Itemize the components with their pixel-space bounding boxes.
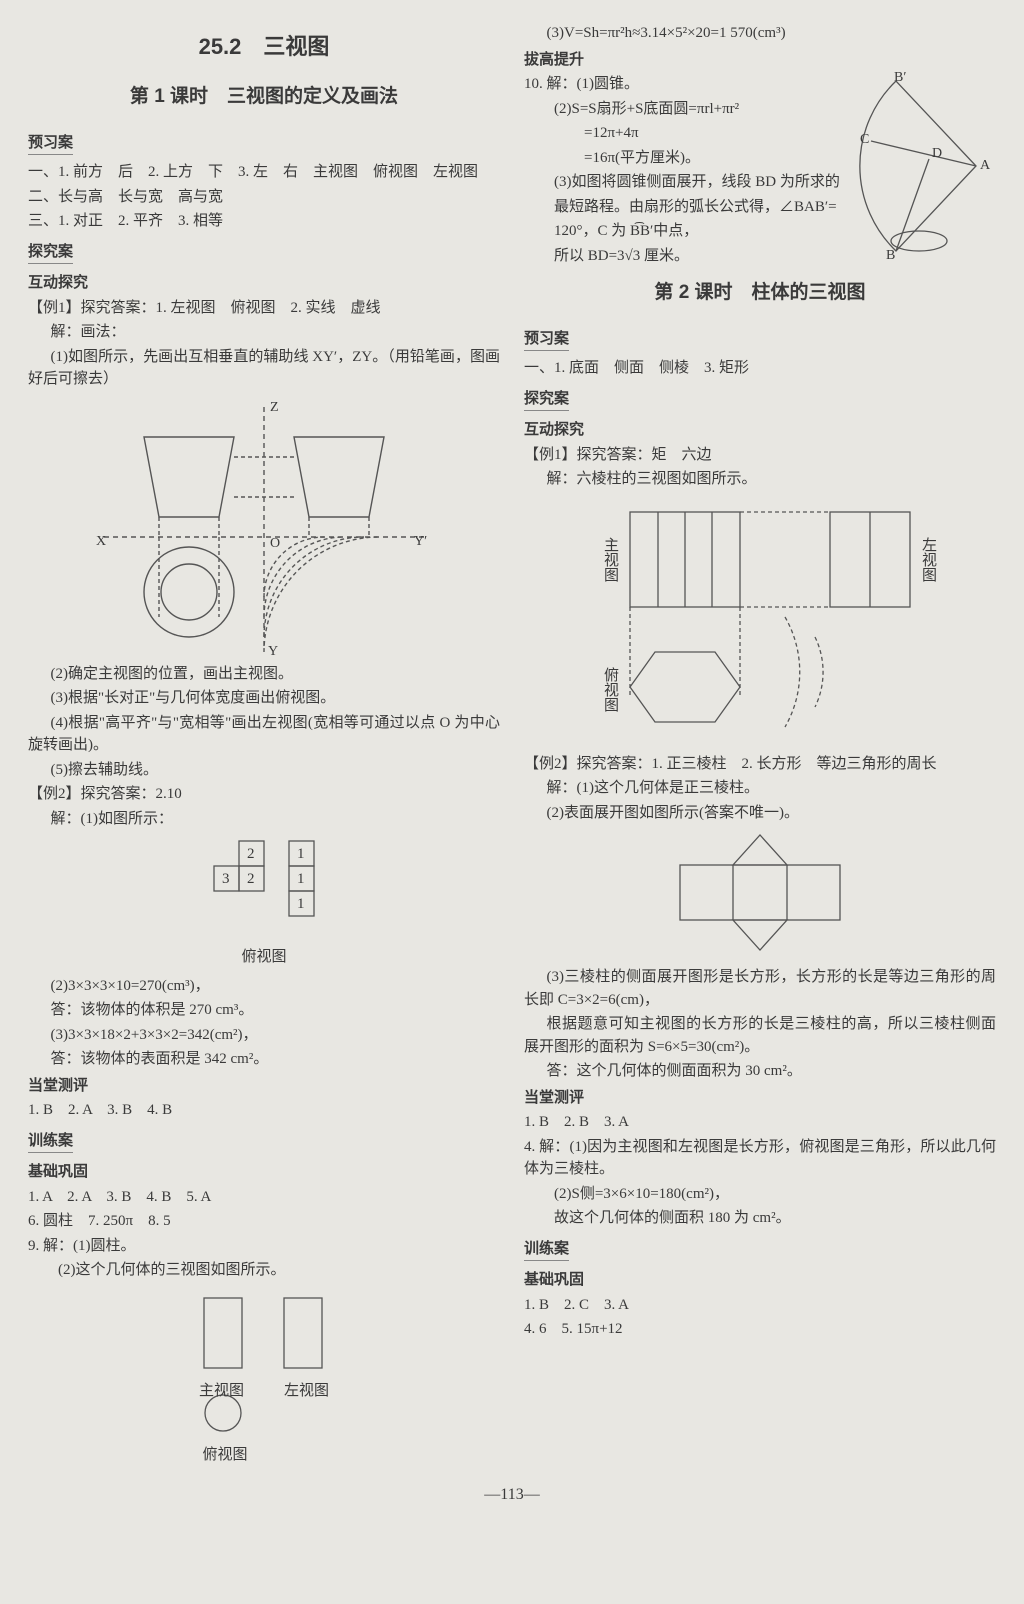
- text: 1. B 2. A 3. B 4. B: [28, 1099, 500, 1122]
- axis-x-label: X: [96, 534, 106, 549]
- explore-head: 探究案: [524, 388, 569, 412]
- axis-y-label: Y: [268, 644, 278, 657]
- example2-head: 【例2】探究答案：1. 正三棱柱 2. 长方形 等边三角形的周长: [524, 753, 996, 776]
- basic-head: 基础巩固: [28, 1161, 500, 1184]
- text: (3)3×3×18×2+3×3×2=342(cm²)，: [28, 1024, 500, 1047]
- cell: 3: [222, 871, 230, 887]
- text: 答：该物体的体积是 270 cm³。: [28, 999, 500, 1022]
- cell: 1: [297, 896, 305, 912]
- figure-numbered-grid: 2 1 3 2 1 1 俯视图: [28, 836, 500, 969]
- figure-cone-unfold: B′ A D C B: [856, 71, 996, 261]
- text: (3)三棱柱的侧面展开图形是长方形，长方形的长是等边三角形的周长即 C=3×2=…: [524, 966, 996, 1011]
- page-number: —113—: [28, 1483, 996, 1507]
- text: 答：这个几何体的侧面面积为 30 cm²。: [524, 1060, 996, 1083]
- label: 主视图: [602, 537, 619, 582]
- label: B: [886, 248, 895, 261]
- interact-head: 互动探究: [28, 272, 500, 295]
- cell: 1: [297, 846, 305, 862]
- right-column: (3)V=Sh=πr²h≈3.14×5²×20=1 570(cm³) 拔高提升 …: [524, 20, 996, 1473]
- label: D: [932, 146, 942, 161]
- label: C: [860, 132, 869, 147]
- figure-three-view-construction: Z X O Y′ Y: [28, 397, 500, 657]
- axis-yp-label: Y′: [414, 534, 427, 549]
- text: (3)根据"长对正"与几何体宽度画出俯视图。: [28, 687, 500, 710]
- label: 主视图: [199, 1380, 244, 1403]
- example1-head: 【例1】探究答案：1. 左视图 俯视图 2. 实线 虚线: [28, 297, 500, 320]
- figure-caption: 俯视图: [28, 946, 500, 969]
- text: 答：该物体的表面积是 342 cm²。: [28, 1048, 500, 1071]
- text: 4. 解：(1)因为主视图和左视图是长方形，俯视图是三角形，所以此几何体为三棱柱…: [524, 1136, 996, 1181]
- text: (2)这个几何体的三视图如图所示。: [28, 1259, 500, 1282]
- basic-head: 基础巩固: [524, 1269, 996, 1292]
- cell: 2: [247, 846, 255, 862]
- text: 4. 6 5. 15π+12: [524, 1318, 996, 1341]
- lesson2-title: 第 2 课时 柱体的三视图: [524, 279, 996, 308]
- text: 6. 圆柱 7. 250π 8. 5: [28, 1210, 500, 1233]
- text: 9. 解：(1)圆柱。: [28, 1235, 500, 1258]
- axis-o-label: O: [270, 536, 280, 551]
- cell: 1: [297, 871, 305, 887]
- text: 1. B 2. C 3. A: [524, 1294, 996, 1317]
- label: 俯视图: [602, 667, 619, 712]
- text: 二、长与高 长与宽 高与宽: [28, 186, 500, 209]
- text: (2)3×3×3×10=270(cm³)，: [28, 975, 500, 998]
- text: 解：(1)这个几何体是正三棱柱。: [524, 777, 996, 800]
- text: 解：六棱柱的三视图如图所示。: [524, 468, 996, 491]
- lesson-title: 第 1 课时 三视图的定义及画法: [28, 83, 500, 112]
- figure-cylinder-views: 主视图 左视图 俯视图: [28, 1288, 500, 1467]
- train-head: 训练案: [524, 1238, 569, 1262]
- interact-head: 互动探究: [524, 419, 996, 442]
- example2-head: 【例2】探究答案：2.10: [28, 783, 500, 806]
- text: 三、1. 对正 2. 平齐 3. 相等: [28, 210, 500, 233]
- axis-z-label: Z: [270, 400, 279, 415]
- text: 1. A 2. A 3. B 4. B 5. A: [28, 1186, 500, 1209]
- label: 左视图: [920, 537, 937, 582]
- preview-head: 预习案: [524, 328, 569, 352]
- label: 左视图: [284, 1380, 329, 1403]
- text: 故这个几何体的侧面积 180 为 cm²。: [524, 1207, 996, 1230]
- text: 根据题意可知主视图的长方形的长是三棱柱的高，所以三棱柱侧面展开图形的面积为 S=…: [524, 1013, 996, 1058]
- figure-prism-net: [524, 830, 996, 960]
- text: (3)V=Sh=πr²h≈3.14×5²×20=1 570(cm³): [524, 22, 996, 45]
- section-title: 25.2 三视图: [28, 30, 500, 63]
- text: 一、1. 前方 后 2. 上方 下 3. 左 右 主视图 俯视图 左视图: [28, 161, 500, 184]
- text: 解：画法：: [28, 321, 500, 344]
- text: 1. B 2. B 3. A: [524, 1111, 996, 1134]
- label: A: [980, 158, 991, 173]
- explore-head: 探究案: [28, 241, 73, 265]
- text: (4)根据"高平齐"与"宽相等"画出左视图(宽相等可通过以点 O 为中心旋转画出…: [28, 712, 500, 757]
- advance-head: 拔高提升: [524, 49, 996, 72]
- class-test-head: 当堂测评: [524, 1087, 996, 1110]
- text: (5)擦去辅助线。: [28, 759, 500, 782]
- text: (2)S侧=3×6×10=180(cm²)，: [524, 1183, 996, 1206]
- left-column: 25.2 三视图 第 1 课时 三视图的定义及画法 预习案 一、1. 前方 后 …: [28, 20, 500, 1473]
- figure-hex-prism-views: 主视图 左视图 俯视图: [524, 497, 996, 747]
- text: (2)表面展开图如图所示(答案不唯一)。: [524, 802, 996, 825]
- text: (1)如图所示，先画出互相垂直的辅助线 XY′，ZY。（用铅笔画，图画好后可擦去…: [28, 346, 500, 391]
- label: 俯视图: [202, 1447, 247, 1463]
- preview-head: 预习案: [28, 132, 73, 156]
- example1-head: 【例1】探究答案：矩 六边: [524, 444, 996, 467]
- class-test-head: 当堂测评: [28, 1075, 500, 1098]
- train-head: 训练案: [28, 1130, 73, 1154]
- text: (2)确定主视图的位置，画出主视图。: [28, 663, 500, 686]
- cell: 2: [247, 871, 255, 887]
- text: 一、1. 底面 侧面 侧棱 3. 矩形: [524, 357, 996, 380]
- text: 解：(1)如图所示：: [28, 808, 500, 831]
- label: B′: [894, 71, 906, 85]
